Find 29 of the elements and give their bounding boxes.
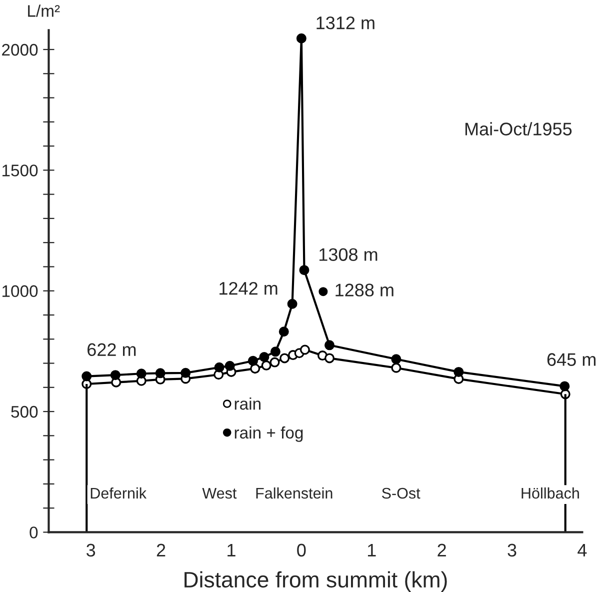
x-tick-label: 3: [86, 544, 96, 557]
y-tick-label: 1500: [2, 164, 38, 176]
x-tick-label: 2: [156, 544, 166, 556]
annotation: Falkenstein: [256, 487, 332, 499]
annotation: Mai-Oct/1955: [465, 122, 572, 136]
y-tick-label: 2000: [2, 44, 38, 56]
legend-label: rain: [234, 398, 260, 410]
annotation: Defernik: [90, 487, 147, 499]
annotation: Höllbach: [522, 487, 579, 499]
annotation: 622 m: [88, 343, 136, 356]
x-tick-label: 1: [228, 544, 236, 556]
y-tick-label: 0: [30, 526, 38, 538]
y-tick-label: 500: [11, 406, 38, 418]
annotation: 645 m: [547, 353, 596, 366]
annotation: S-Ost: [382, 488, 420, 499]
annotation: 1242 m: [220, 282, 278, 295]
legend-label: rain + fog: [234, 426, 303, 442]
x-tick-label: 1: [368, 544, 376, 556]
annotation: West: [202, 488, 237, 499]
x-tick-label: 3: [508, 544, 516, 557]
x-tick-label: 0: [297, 544, 306, 557]
x-tick-label: 4: [578, 544, 587, 556]
x-axis-title: Distance from summit (km): [184, 571, 447, 592]
y-axis-title: L/m²: [28, 4, 60, 17]
annotation: 1288 m: [336, 284, 394, 296]
y-tick-label: 1000: [2, 285, 38, 298]
annotation: 1308 m: [319, 248, 378, 261]
x-tick-label: 2: [438, 544, 446, 556]
annotation: 1312 m: [316, 16, 374, 30]
